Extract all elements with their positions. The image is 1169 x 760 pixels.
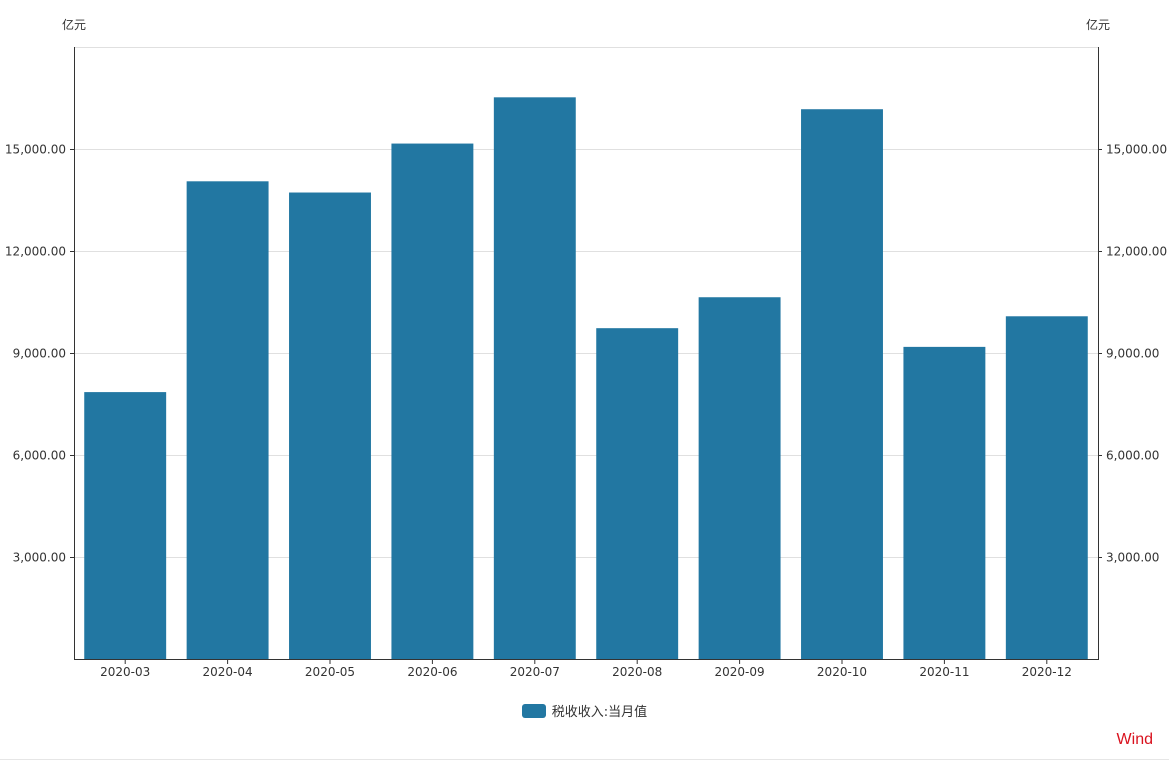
legend-swatch: [521, 704, 546, 718]
bar: [186, 181, 269, 660]
left-y-tick-label: 12,000.00: [5, 245, 66, 259]
x-tick-labels: 2020-03 2020-04 2020-05 2020-06 2020-07 2020-…: [100, 665, 1072, 679]
right-y-tick-label: 6,000.00: [1106, 449, 1159, 463]
x-tick-label: 2020-08: [612, 665, 662, 679]
x-tick-label: 2020-07: [510, 665, 560, 679]
x-tick-label: 2020-04: [203, 665, 253, 679]
left-y-tick-labels: 3,000.00 6,000.00 9,000.00 12,000.00 15,000.…: [5, 143, 66, 565]
axes: [70, 47, 1102, 664]
x-tick-label: 2020-06: [407, 665, 457, 679]
right-y-tick-label: 9,000.00: [1106, 347, 1159, 361]
bar: [391, 143, 474, 659]
x-tick-label: 2020-10: [817, 665, 867, 679]
right-y-tick-label: 3,000.00: [1106, 551, 1159, 565]
left-y-tick-label: 6,000.00: [13, 449, 66, 463]
right-y-tick-label: 12,000.00: [1106, 245, 1167, 259]
x-tick-label: 2020-12: [1022, 665, 1072, 679]
bars: [84, 97, 1088, 660]
bar: [596, 328, 679, 659]
bar: [493, 97, 576, 659]
x-tick-label: 2020-05: [305, 665, 355, 679]
left-y-tick-label: 9,000.00: [13, 347, 66, 361]
right-y-tick-label: 15,000.00: [1106, 143, 1167, 157]
bar: [801, 109, 883, 660]
bar: [698, 297, 781, 659]
right-y-unit-label: 亿元: [1085, 18, 1110, 32]
bar: [84, 392, 167, 659]
bar: [903, 346, 986, 659]
left-y-tick-label: 3,000.00: [13, 551, 66, 565]
bar: [289, 192, 371, 659]
legend[interactable]: 税收收入:当月值: [0, 701, 1169, 720]
x-tick-label: 2020-11: [919, 665, 969, 679]
left-y-unit-label: 亿元: [62, 18, 87, 32]
wind-watermark: Wind: [1116, 731, 1153, 748]
x-tick-label: 2020-09: [715, 665, 765, 679]
left-y-tick-label: 15,000.00: [5, 143, 66, 157]
x-tick-label: 2020-03: [100, 665, 150, 679]
bar: [1005, 316, 1088, 659]
legend-label: 税收收入:当月值: [551, 705, 648, 720]
right-y-tick-labels: 3,000.00 6,000.00 9,000.00 12,000.00 15,000.…: [1106, 143, 1167, 565]
